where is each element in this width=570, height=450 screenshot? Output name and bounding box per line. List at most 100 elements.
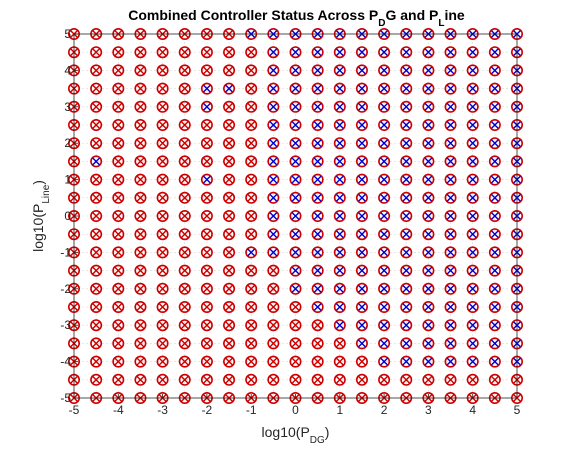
circle-marker bbox=[245, 119, 258, 132]
circle-marker bbox=[223, 282, 236, 295]
x-marker-stroke bbox=[291, 303, 300, 311]
x-marker-stroke bbox=[313, 48, 322, 56]
data-point-blue-x bbox=[311, 191, 324, 204]
x-marker-stroke bbox=[247, 66, 255, 75]
data-point-red-x bbox=[112, 82, 125, 95]
x-marker-stroke bbox=[136, 194, 145, 202]
data-point-blue-x bbox=[400, 173, 413, 186]
data-point-red-x bbox=[223, 191, 236, 204]
circle-marker bbox=[422, 337, 435, 350]
x-marker-stroke bbox=[158, 175, 167, 184]
x-marker-stroke bbox=[424, 48, 433, 56]
circle-marker bbox=[466, 100, 479, 113]
circle-marker bbox=[134, 355, 147, 368]
x-marker-stroke bbox=[225, 139, 233, 147]
data-point-blue-x bbox=[289, 82, 302, 95]
circle-marker bbox=[112, 210, 125, 223]
x-marker-stroke bbox=[114, 230, 123, 238]
data-point-blue-x bbox=[311, 300, 324, 313]
circle-marker bbox=[333, 137, 346, 150]
circle-marker bbox=[311, 191, 324, 204]
circle-marker bbox=[134, 46, 147, 59]
circle-marker bbox=[223, 210, 236, 223]
x-marker-stroke bbox=[380, 230, 388, 238]
data-point-red-x bbox=[223, 246, 236, 259]
x-marker-stroke bbox=[446, 248, 455, 257]
x-marker-stroke bbox=[491, 248, 499, 257]
data-point-blue-x bbox=[289, 119, 302, 132]
data-point-red-x bbox=[134, 210, 147, 223]
circle-marker bbox=[178, 337, 191, 350]
data-point-red-x bbox=[156, 155, 169, 168]
x-marker-stroke bbox=[158, 303, 167, 311]
circle-marker bbox=[444, 137, 457, 150]
circle-marker bbox=[90, 100, 103, 113]
data-point-blue-x bbox=[378, 337, 391, 350]
circle-marker bbox=[134, 373, 147, 386]
circle-marker bbox=[112, 155, 125, 168]
data-point-blue-x bbox=[422, 282, 435, 295]
data-point-red-x bbox=[90, 319, 103, 332]
y-axis-title-part: Line bbox=[41, 184, 52, 203]
data-point-blue-x bbox=[444, 155, 457, 168]
circle-marker bbox=[400, 355, 413, 368]
circle-marker bbox=[400, 82, 413, 95]
circle-marker bbox=[90, 210, 103, 223]
x-marker-stroke bbox=[380, 339, 388, 348]
circle-marker bbox=[466, 282, 479, 295]
data-point-red-x bbox=[134, 64, 147, 77]
circle-marker bbox=[488, 173, 501, 186]
circle-marker bbox=[466, 264, 479, 277]
data-point-red-x bbox=[90, 100, 103, 113]
x-marker-stroke bbox=[136, 66, 145, 75]
circle-marker bbox=[488, 337, 501, 350]
circle-marker bbox=[200, 246, 213, 259]
x-marker-stroke bbox=[358, 357, 366, 366]
data-point-blue-x bbox=[333, 155, 346, 168]
circle-marker bbox=[466, 210, 479, 223]
x-marker-stroke bbox=[491, 121, 499, 129]
data-point-blue-x bbox=[488, 119, 501, 132]
x-marker-stroke bbox=[247, 194, 255, 202]
circle-marker bbox=[223, 100, 236, 113]
data-point-blue-x bbox=[289, 210, 302, 223]
circle-marker bbox=[400, 155, 413, 168]
data-point-red-x bbox=[223, 319, 236, 332]
circle-marker bbox=[90, 137, 103, 150]
data-point-red-x bbox=[178, 355, 191, 368]
x-marker-stroke bbox=[380, 357, 388, 366]
x-marker-stroke bbox=[313, 266, 322, 275]
x-marker-stroke bbox=[269, 285, 278, 293]
x-marker-stroke bbox=[247, 339, 255, 348]
x-marker-stroke bbox=[136, 248, 145, 257]
data-point-red-x bbox=[112, 282, 125, 295]
x-marker-stroke bbox=[269, 357, 278, 366]
circle-marker bbox=[444, 191, 457, 204]
circle-marker bbox=[245, 210, 258, 223]
data-point-blue-x bbox=[267, 228, 280, 241]
x-marker-stroke bbox=[446, 303, 455, 311]
data-point-red-x bbox=[223, 355, 236, 368]
x-marker-stroke bbox=[491, 175, 499, 184]
x-marker-stroke bbox=[402, 84, 411, 93]
x-marker-stroke bbox=[402, 266, 411, 275]
data-point-red-x bbox=[311, 337, 324, 350]
data-point-red-x bbox=[156, 282, 169, 295]
x-marker-stroke bbox=[291, 157, 300, 166]
data-point-blue-x bbox=[466, 46, 479, 59]
data-point-red-x bbox=[134, 337, 147, 350]
circle-marker bbox=[378, 300, 391, 313]
x-marker-stroke bbox=[247, 357, 255, 366]
x-marker-stroke bbox=[225, 357, 233, 366]
circle-marker bbox=[156, 137, 169, 150]
x-marker-stroke bbox=[291, 212, 300, 220]
circle-marker bbox=[466, 337, 479, 350]
data-point-red-x bbox=[134, 82, 147, 95]
circle-marker bbox=[311, 155, 324, 168]
circle-marker bbox=[223, 119, 236, 132]
data-point-red-x bbox=[134, 137, 147, 150]
data-point-red-x bbox=[134, 46, 147, 59]
circle-marker bbox=[245, 173, 258, 186]
x-marker-stroke bbox=[180, 121, 189, 129]
